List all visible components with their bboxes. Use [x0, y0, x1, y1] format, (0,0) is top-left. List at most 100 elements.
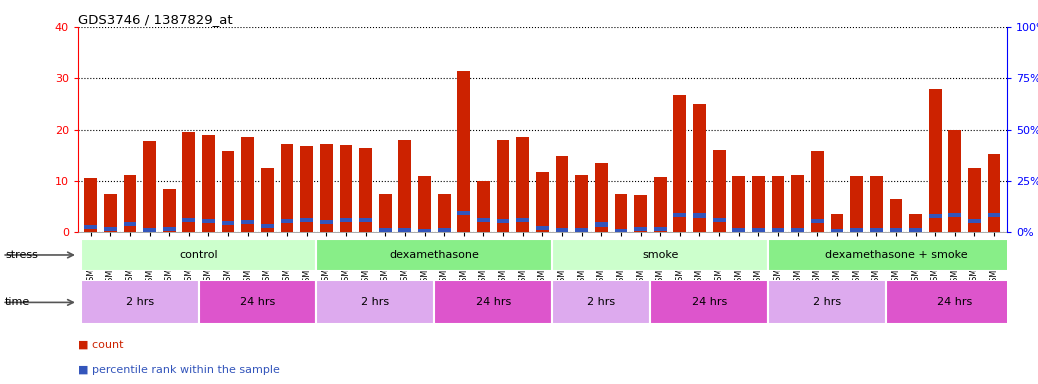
- Bar: [654, 227, 666, 231]
- Text: ■ percentile rank within the sample: ■ percentile rank within the sample: [78, 365, 279, 375]
- Bar: [399, 140, 411, 232]
- Bar: [434, 280, 552, 324]
- Bar: [768, 280, 886, 324]
- Text: 24 hrs: 24 hrs: [937, 297, 973, 308]
- Text: 2 hrs: 2 hrs: [588, 297, 616, 308]
- Bar: [674, 95, 686, 232]
- Bar: [280, 219, 294, 223]
- Bar: [654, 177, 666, 232]
- Bar: [693, 104, 706, 232]
- Bar: [438, 194, 450, 232]
- Bar: [104, 227, 116, 231]
- Bar: [595, 222, 607, 227]
- Bar: [458, 71, 470, 232]
- Bar: [143, 228, 156, 232]
- Bar: [242, 137, 254, 232]
- Bar: [595, 163, 607, 232]
- Bar: [261, 168, 274, 232]
- Bar: [771, 176, 785, 232]
- Bar: [183, 218, 195, 222]
- Bar: [280, 144, 294, 232]
- Bar: [909, 228, 922, 232]
- Bar: [261, 224, 274, 228]
- Bar: [202, 219, 215, 223]
- Text: 2 hrs: 2 hrs: [126, 297, 154, 308]
- Text: smoke: smoke: [643, 250, 679, 260]
- Bar: [183, 132, 195, 232]
- Bar: [575, 228, 588, 232]
- Bar: [300, 218, 313, 222]
- Bar: [850, 228, 863, 232]
- Bar: [418, 176, 431, 232]
- Bar: [516, 137, 529, 232]
- Bar: [949, 130, 961, 232]
- Bar: [317, 280, 434, 324]
- Bar: [477, 218, 490, 222]
- Bar: [752, 228, 765, 232]
- Bar: [339, 217, 352, 222]
- Bar: [909, 214, 922, 232]
- Text: ■ count: ■ count: [78, 340, 124, 350]
- Bar: [968, 219, 981, 223]
- Bar: [536, 172, 549, 232]
- Bar: [988, 154, 1001, 232]
- Text: control: control: [180, 250, 218, 260]
- Bar: [949, 213, 961, 217]
- Bar: [81, 239, 317, 271]
- Bar: [163, 227, 175, 231]
- Bar: [771, 228, 785, 232]
- Bar: [536, 226, 549, 230]
- Bar: [552, 239, 768, 271]
- Text: 2 hrs: 2 hrs: [813, 297, 841, 308]
- Bar: [870, 176, 882, 232]
- Bar: [124, 175, 136, 232]
- Bar: [870, 228, 882, 232]
- Bar: [497, 219, 510, 223]
- Bar: [768, 239, 1023, 271]
- Bar: [733, 176, 745, 232]
- Bar: [830, 214, 843, 232]
- Bar: [575, 175, 588, 232]
- Bar: [438, 228, 450, 232]
- Bar: [124, 222, 136, 226]
- Bar: [791, 228, 804, 232]
- Text: stress: stress: [5, 250, 38, 260]
- Text: dexamethasone + smoke: dexamethasone + smoke: [824, 250, 967, 260]
- Bar: [84, 225, 97, 229]
- Bar: [477, 181, 490, 232]
- Bar: [222, 151, 235, 232]
- Bar: [84, 179, 97, 232]
- Text: 24 hrs: 24 hrs: [475, 297, 511, 308]
- Bar: [890, 228, 902, 232]
- Bar: [320, 220, 333, 224]
- Bar: [811, 219, 824, 223]
- Text: time: time: [5, 297, 30, 308]
- Bar: [516, 218, 529, 222]
- Bar: [713, 150, 726, 232]
- Bar: [634, 227, 647, 231]
- Bar: [674, 213, 686, 217]
- Text: 24 hrs: 24 hrs: [691, 297, 727, 308]
- Bar: [890, 199, 902, 232]
- Bar: [693, 214, 706, 217]
- Bar: [830, 228, 843, 233]
- Bar: [320, 144, 333, 232]
- Bar: [929, 89, 941, 232]
- Bar: [379, 228, 391, 232]
- Text: dexamethasone: dexamethasone: [389, 250, 480, 260]
- Text: 24 hrs: 24 hrs: [240, 297, 275, 308]
- Bar: [300, 146, 313, 232]
- Bar: [202, 135, 215, 232]
- Bar: [929, 214, 941, 218]
- Bar: [733, 228, 745, 232]
- Bar: [359, 147, 372, 232]
- Bar: [651, 280, 768, 324]
- Bar: [988, 213, 1001, 217]
- Bar: [791, 175, 804, 232]
- Bar: [886, 280, 1023, 324]
- Bar: [379, 194, 391, 232]
- Bar: [198, 280, 317, 324]
- Bar: [143, 141, 156, 232]
- Text: 2 hrs: 2 hrs: [361, 297, 389, 308]
- Bar: [811, 151, 824, 232]
